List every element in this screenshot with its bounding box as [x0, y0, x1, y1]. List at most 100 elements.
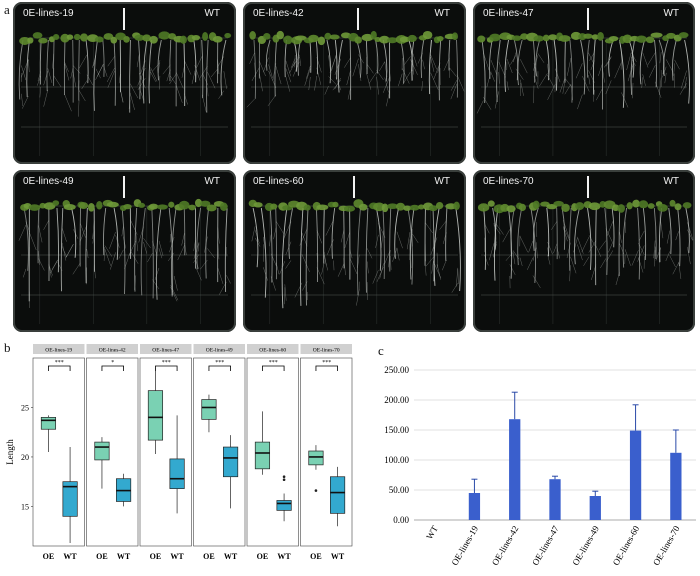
seedling-leaf [674, 203, 682, 211]
lateral-root [476, 100, 484, 114]
root-strand [196, 207, 202, 270]
box [254, 441, 271, 470]
seedling-leaf [103, 33, 114, 40]
root-strand [654, 39, 657, 88]
lateral-root [570, 256, 577, 274]
root-strand [595, 207, 597, 286]
lateral-root [95, 64, 104, 80]
lateral-root [547, 74, 555, 88]
root-strand [658, 207, 663, 263]
facet-strip [86, 344, 138, 354]
seedling-leaf [520, 33, 529, 40]
lateral-root [103, 246, 106, 262]
root-strand [85, 207, 88, 284]
lateral-root [272, 63, 277, 81]
lateral-root [390, 255, 392, 270]
seedling-leaf [27, 37, 34, 44]
root-strand [532, 39, 536, 83]
root-strand [580, 39, 586, 95]
seedling-leaf [645, 36, 655, 44]
lateral-root [150, 71, 157, 82]
lateral-root [372, 270, 379, 284]
root-strand [113, 39, 116, 106]
lateral-root [61, 228, 67, 242]
lateral-root [193, 239, 196, 251]
plate-lines-60: 0E-lines-60 WT [243, 170, 466, 332]
lateral-root [430, 54, 437, 70]
seedling-leaf [148, 203, 159, 210]
lateral-root [412, 233, 419, 244]
lateral-root [396, 231, 403, 249]
root-strand [677, 207, 681, 267]
lateral-root [177, 245, 185, 261]
seedling-leaf [657, 204, 668, 212]
lateral-root [292, 61, 300, 77]
seedling-leaf [283, 35, 293, 45]
root-strand [409, 207, 415, 280]
seedling-leaf [179, 35, 187, 44]
significance-label: *** [215, 360, 224, 366]
root-strand [269, 207, 273, 283]
lateral-root [551, 221, 558, 230]
x-tick-label: WT [277, 552, 291, 561]
facet-panel [86, 357, 139, 547]
seedling-leaf [88, 202, 95, 212]
lateral-root [402, 71, 411, 85]
root-strand [309, 39, 312, 73]
plate-divider [123, 8, 125, 30]
lateral-root [95, 68, 101, 79]
seedling-leaf [558, 35, 571, 42]
lateral-root [200, 259, 208, 270]
lateral-root [104, 248, 111, 266]
seedling-leaf [263, 33, 271, 40]
seedling-leaf [379, 35, 390, 44]
lateral-root [624, 221, 627, 233]
root-strand [658, 39, 665, 75]
lateral-root [138, 72, 146, 89]
lateral-root [659, 52, 662, 64]
seedling-leaf [451, 32, 458, 41]
lateral-root [184, 243, 187, 256]
root-strand [382, 207, 385, 280]
root-strand [535, 39, 541, 77]
root-strand [337, 39, 343, 93]
seedling-leaf [200, 200, 211, 207]
root-strand [224, 207, 228, 292]
lateral-root [384, 61, 388, 77]
lateral-root [615, 272, 620, 286]
lateral-root [675, 231, 679, 241]
lateral-root [665, 59, 673, 72]
root-strand [556, 207, 558, 260]
lateral-root [520, 59, 528, 74]
lateral-root [64, 62, 69, 72]
facet-strip-label: OE-lines-49 [206, 348, 233, 354]
root-strand [504, 39, 510, 92]
lateral-root [626, 52, 632, 71]
seedling-leaf [106, 201, 119, 208]
seedling-leaf [123, 35, 130, 43]
box [94, 441, 110, 461]
box [62, 481, 78, 517]
lateral-root [275, 66, 282, 85]
lateral-root [539, 73, 548, 87]
x-tick-label: OE [310, 552, 322, 561]
seedling-leaf [532, 200, 540, 210]
seedling-leaf [553, 200, 564, 207]
lateral-root [430, 57, 435, 72]
lateral-root [61, 242, 67, 261]
lateral-root [535, 242, 538, 259]
lateral-root [430, 72, 439, 90]
root-strand [60, 207, 64, 292]
lateral-root [39, 87, 41, 98]
box-plot-chart: Length 15 20 25 OE-lines-19 *** OE WT OE-lines-4… [5, 344, 353, 561]
lateral-root [483, 96, 492, 110]
lateral-root [273, 227, 277, 240]
lateral-root [366, 261, 369, 274]
lateral-root [304, 68, 311, 86]
plate-divider [123, 176, 125, 198]
root-strand [72, 39, 74, 103]
lateral-root [207, 72, 216, 89]
lateral-root [404, 56, 411, 65]
root-strand [284, 39, 287, 78]
lateral-root [38, 258, 45, 271]
